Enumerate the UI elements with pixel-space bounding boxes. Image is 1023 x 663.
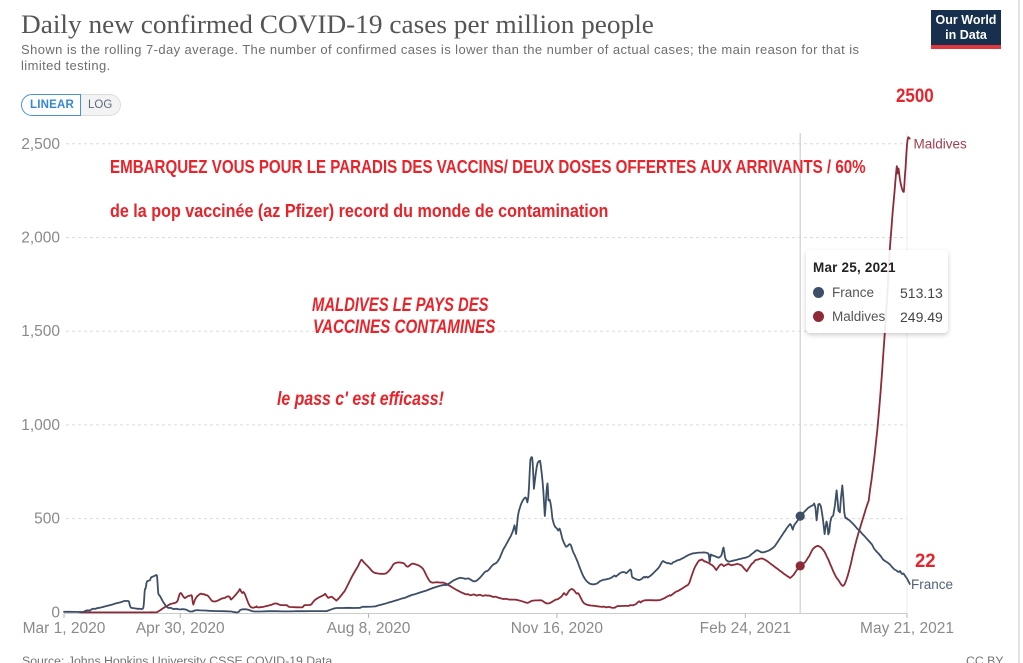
svg-text:Aug 8, 2020: Aug 8, 2020: [327, 620, 411, 637]
svg-text:France: France: [911, 577, 953, 592]
svg-text:Nov 16, 2020: Nov 16, 2020: [511, 620, 604, 637]
svg-text:500: 500: [34, 511, 60, 528]
svg-text:1,000: 1,000: [21, 417, 60, 434]
svg-text:0: 0: [51, 605, 60, 622]
svg-text:2,500: 2,500: [21, 136, 60, 153]
svg-text:Maldives: Maldives: [914, 137, 968, 152]
svg-text:Mar 1, 2020: Mar 1, 2020: [23, 620, 106, 637]
svg-text:Apr 30, 2020: Apr 30, 2020: [136, 620, 225, 637]
svg-text:Feb 24, 2021: Feb 24, 2021: [700, 620, 791, 637]
svg-text:2,000: 2,000: [21, 230, 60, 247]
svg-text:May 21, 2021: May 21, 2021: [860, 620, 954, 637]
svg-text:1,500: 1,500: [21, 323, 60, 340]
